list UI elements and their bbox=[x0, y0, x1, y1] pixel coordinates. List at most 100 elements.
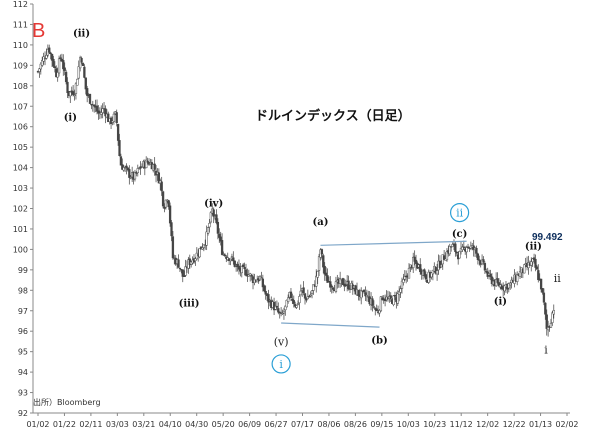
candle-body bbox=[49, 52, 52, 55]
candle-body bbox=[546, 327, 550, 331]
candle-body bbox=[393, 295, 397, 297]
candle-body bbox=[71, 91, 75, 95]
y-tick-label: 112 bbox=[13, 0, 28, 9]
candle-body bbox=[372, 306, 376, 308]
y-tick-label: 97 bbox=[18, 307, 28, 316]
candle-body bbox=[195, 252, 198, 260]
x-tick-label: 09/15 bbox=[370, 420, 393, 429]
candle-body bbox=[534, 258, 537, 268]
candle-body bbox=[167, 200, 170, 208]
candle-body bbox=[375, 308, 378, 311]
trendline bbox=[281, 322, 380, 328]
x-tick-label: 08/06 bbox=[317, 420, 340, 429]
candle-body bbox=[419, 264, 422, 273]
x-tick-label: 11/12 bbox=[450, 420, 473, 429]
candle-body bbox=[360, 290, 363, 299]
candle-body bbox=[170, 222, 173, 237]
candle-body bbox=[121, 164, 124, 170]
candle-body bbox=[289, 291, 293, 298]
candle-body bbox=[69, 91, 72, 97]
wave-label: (c) bbox=[452, 229, 468, 240]
candle-body bbox=[115, 112, 118, 123]
candle-body bbox=[194, 258, 197, 262]
candle-body bbox=[163, 206, 166, 209]
candle-body bbox=[412, 256, 415, 268]
candles bbox=[36, 44, 555, 337]
y-tick-label: 110 bbox=[13, 41, 28, 50]
candle-body bbox=[544, 302, 547, 315]
candle-body bbox=[545, 314, 548, 329]
candle-body bbox=[496, 278, 499, 283]
axes: 92 93 94 95 96 97 98 99 100 101 102 103 104 105 106 107… bbox=[13, 0, 579, 429]
candle-body bbox=[303, 293, 307, 299]
candle-body bbox=[466, 246, 470, 248]
candle-body bbox=[146, 160, 149, 163]
candle-body bbox=[295, 305, 298, 308]
candle-body bbox=[184, 266, 187, 276]
candle-body bbox=[277, 308, 280, 313]
candle-body bbox=[518, 271, 522, 277]
wave-label: (iii) bbox=[179, 299, 200, 310]
x-tick-label: 08/26 bbox=[344, 420, 367, 429]
x-tick-label: 10/03 bbox=[397, 420, 420, 429]
candle-body bbox=[202, 244, 205, 248]
candle-body bbox=[489, 273, 492, 277]
candle-body bbox=[219, 236, 222, 242]
candle-body bbox=[516, 274, 519, 282]
candle-body bbox=[537, 270, 540, 281]
candle-body bbox=[542, 292, 546, 303]
candle-body bbox=[274, 305, 277, 310]
candle-body bbox=[38, 68, 41, 72]
candle-body bbox=[379, 296, 383, 312]
candle-body bbox=[50, 53, 54, 61]
candle-body bbox=[160, 181, 163, 192]
candle-body bbox=[56, 72, 59, 78]
candle-body bbox=[541, 288, 544, 293]
candle-body bbox=[216, 221, 220, 234]
candle-body bbox=[309, 294, 312, 297]
candle-body bbox=[198, 248, 201, 258]
candle-body bbox=[298, 296, 301, 304]
wave-label: (i) bbox=[494, 297, 507, 308]
trendlines bbox=[281, 240, 467, 328]
candle-body bbox=[306, 296, 309, 300]
candle-body bbox=[133, 172, 137, 180]
candle-body bbox=[431, 269, 435, 275]
candle-body bbox=[399, 288, 402, 293]
circled-wave-marker bbox=[450, 202, 470, 223]
candle-body bbox=[93, 104, 96, 107]
candle-body bbox=[310, 290, 314, 294]
x-tick-label: 10/23 bbox=[423, 420, 446, 429]
wave-label: (v) bbox=[274, 336, 289, 349]
candle-body bbox=[531, 258, 534, 263]
candle-body bbox=[292, 300, 295, 304]
candle-body bbox=[220, 240, 224, 255]
candle-body bbox=[285, 299, 288, 308]
candle-body bbox=[112, 113, 116, 123]
candle-body bbox=[101, 108, 104, 113]
y-tick-label: 104 bbox=[13, 164, 28, 173]
x-tick-label: 03/21 bbox=[132, 420, 155, 429]
candle-body bbox=[73, 94, 76, 96]
y-tick-label: 111 bbox=[13, 20, 28, 29]
candle-body bbox=[275, 305, 279, 308]
candle-body bbox=[232, 257, 235, 262]
candle-body bbox=[218, 233, 221, 238]
wave-label: ii bbox=[554, 272, 562, 285]
candle-body bbox=[497, 282, 501, 287]
candle-body bbox=[490, 276, 494, 285]
candle-body bbox=[482, 259, 485, 263]
y-tick-label: 108 bbox=[13, 82, 28, 91]
y-tick-label: 103 bbox=[13, 184, 28, 193]
candle-body bbox=[442, 255, 446, 260]
candle-body bbox=[209, 212, 213, 223]
candle-body bbox=[48, 47, 51, 53]
candle-body bbox=[430, 272, 433, 278]
candle-body bbox=[177, 259, 180, 268]
x-tick-label: 01/22 bbox=[53, 420, 76, 429]
x-tick-label: 12/22 bbox=[503, 420, 526, 429]
candle-body bbox=[403, 276, 406, 280]
candle-body bbox=[317, 256, 321, 271]
candle-body bbox=[79, 57, 82, 69]
